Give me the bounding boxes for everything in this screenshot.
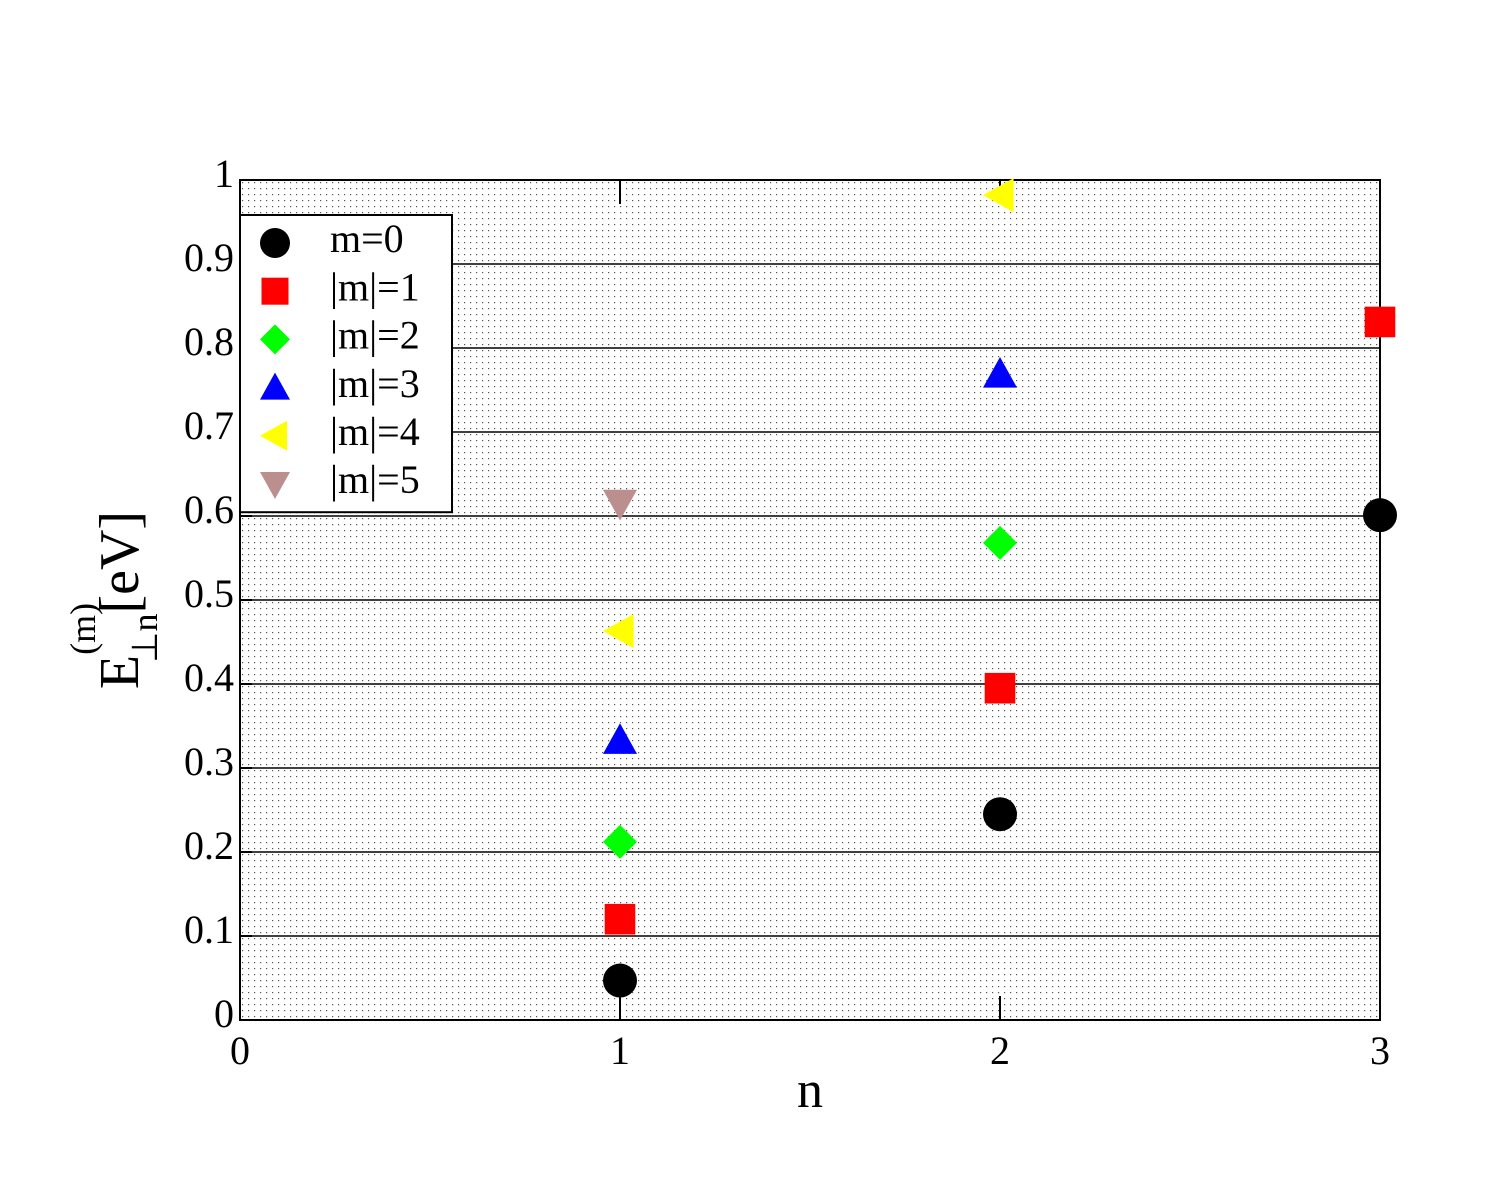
y-label-main: E bbox=[89, 655, 151, 689]
legend-symbol bbox=[260, 472, 290, 499]
data-point bbox=[603, 614, 634, 649]
marks bbox=[603, 178, 1397, 998]
y-tick-label: 0.7 bbox=[184, 403, 234, 448]
plot-frame bbox=[239, 179, 1381, 1021]
y-label-sub: ⊥n bbox=[125, 614, 165, 663]
x-axis-label: n bbox=[797, 1062, 823, 1119]
y-tick-label: 0.3 bbox=[184, 739, 234, 784]
y-label-sup: (m) bbox=[63, 603, 103, 655]
y-tick-label: 0.6 bbox=[184, 487, 234, 532]
legend-symbol bbox=[261, 277, 289, 305]
data-point bbox=[604, 903, 636, 935]
data-point bbox=[603, 489, 637, 521]
legend-symbol bbox=[260, 420, 287, 451]
legend-label: |m|=5 bbox=[330, 457, 420, 502]
legend-symbol bbox=[260, 228, 290, 258]
legend-box bbox=[239, 214, 453, 514]
x-tick-label: 1 bbox=[610, 1028, 630, 1073]
y-tick-label: 0.9 bbox=[184, 235, 234, 280]
y-tick-label: 1 bbox=[214, 151, 234, 196]
y-tick-label: 0.2 bbox=[184, 823, 234, 868]
legend-label: m=0 bbox=[330, 216, 404, 261]
y-label-unit: [eV] bbox=[89, 511, 151, 614]
legend: m=0|m|=1|m|=2|m|=3|m|=4|m|=5 bbox=[239, 214, 453, 514]
x-tick-label: 2 bbox=[990, 1028, 1010, 1073]
legend-label: |m|=4 bbox=[330, 409, 420, 454]
legend-label: |m|=1 bbox=[330, 264, 420, 309]
data-point bbox=[983, 357, 1017, 388]
data-point bbox=[983, 178, 1014, 213]
legend-symbol bbox=[260, 324, 290, 355]
legend-label: |m|=3 bbox=[330, 361, 420, 406]
y-tick-label: 0.5 bbox=[184, 571, 234, 616]
data-point bbox=[1363, 498, 1397, 533]
y-tick-label: 0.8 bbox=[184, 319, 234, 364]
x-tick-label: 3 bbox=[1370, 1028, 1390, 1073]
legend-label: |m|=2 bbox=[330, 313, 420, 358]
x-tick-label: 0 bbox=[230, 1028, 250, 1073]
y-tick-label: 0 bbox=[214, 991, 234, 1036]
data-point bbox=[603, 824, 637, 859]
legend-symbol bbox=[260, 372, 290, 400]
data-point bbox=[603, 723, 637, 754]
data-point bbox=[984, 672, 1016, 704]
data-point bbox=[603, 963, 637, 998]
data-point bbox=[1364, 306, 1396, 338]
y-axis-label: E(m) ⊥n[eV] bbox=[63, 511, 165, 689]
y-tick-label: 0.4 bbox=[184, 655, 234, 700]
data-point bbox=[983, 797, 1017, 832]
data-point bbox=[983, 525, 1017, 560]
y-tick-label: 0.1 bbox=[184, 907, 234, 952]
